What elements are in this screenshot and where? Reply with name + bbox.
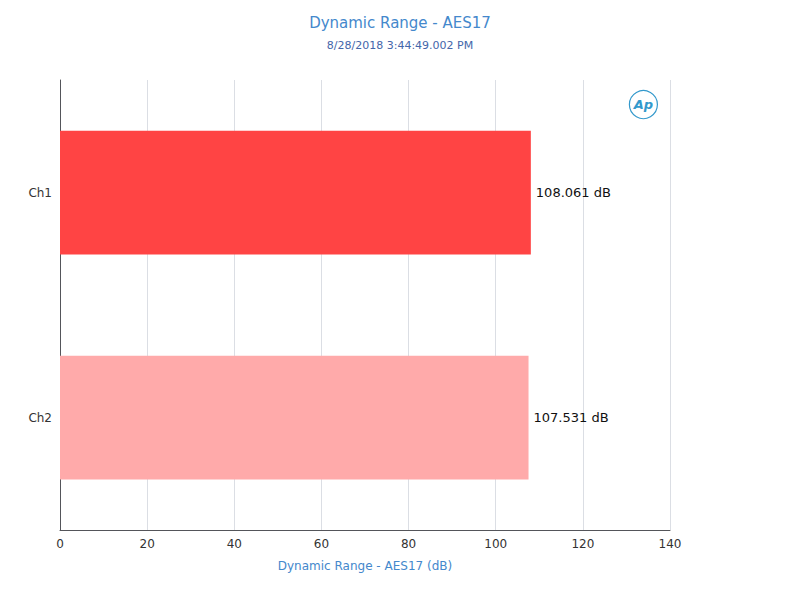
svg-text:Ap: Ap <box>633 97 653 112</box>
svg-text:40: 40 <box>227 537 242 551</box>
svg-text:60: 60 <box>314 537 329 551</box>
svg-text:120: 120 <box>571 537 594 551</box>
svg-text:0: 0 <box>56 537 64 551</box>
svg-text:Ch2: Ch2 <box>28 411 52 425</box>
svg-text:Dynamic Range - AES17 (dB): Dynamic Range - AES17 (dB) <box>278 559 452 573</box>
svg-text:8/28/2018 3:44:49.002 PM: 8/28/2018 3:44:49.002 PM <box>327 39 473 52</box>
svg-text:108.061 dB: 108.061 dB <box>536 185 611 200</box>
svg-text:107.531 dB: 107.531 dB <box>534 410 609 425</box>
svg-text:80: 80 <box>401 537 416 551</box>
svg-text:Ch1: Ch1 <box>28 186 52 200</box>
svg-text:140: 140 <box>659 537 682 551</box>
svg-text:20: 20 <box>140 537 155 551</box>
svg-text:Dynamic Range - AES17: Dynamic Range - AES17 <box>309 14 491 32</box>
svg-text:100: 100 <box>484 537 507 551</box>
